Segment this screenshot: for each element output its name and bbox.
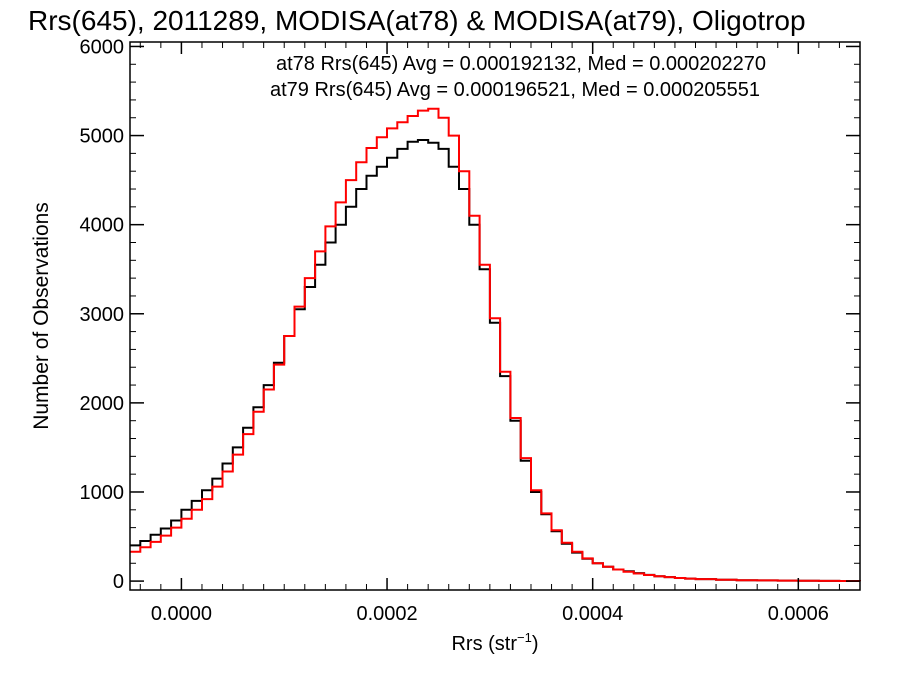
plot-frame [129, 41, 861, 591]
axes-layer: 0.0000 0.0002 0.0004 0.0006 0 1000 2000 3000 400… [80, 36, 861, 625]
y-tick-label: 1000 [80, 482, 125, 504]
y-tick-label: 5000 [80, 126, 125, 148]
x-tick-label: 0.0002 [356, 603, 417, 625]
series-line-at79 [130, 107, 861, 582]
series-layer [130, 107, 861, 582]
x-axis-label-superscript: −1 [517, 630, 532, 645]
y-tick-label: 0 [113, 571, 124, 593]
annotation-at78: at78 Rrs(645) Avg = 0.000192132, Med = 0… [276, 53, 766, 75]
x-axis-label-main: Rrs (str [451, 633, 517, 655]
x-tick-label: 0.0000 [151, 603, 212, 625]
y-tick-label: 4000 [80, 215, 125, 237]
y-tick-label: 6000 [80, 36, 125, 58]
chart-title: Rrs(645), 2011289, MODISA(at78) & MODISA… [28, 5, 806, 36]
x-axis-label: Rrs (str−1) [451, 630, 538, 655]
y-axis-label: Number of Observations [30, 202, 53, 430]
annotation-at79: at79 Rrs(645) Avg = 0.000196521, Med = 0… [270, 79, 760, 101]
x-axis-label-close: ) [532, 633, 539, 655]
x-tick-label: 0.0004 [562, 603, 623, 625]
x-tick-label: 0.0006 [768, 603, 829, 625]
y-tick-label: 3000 [80, 304, 125, 326]
y-tick-label: 2000 [80, 393, 125, 415]
